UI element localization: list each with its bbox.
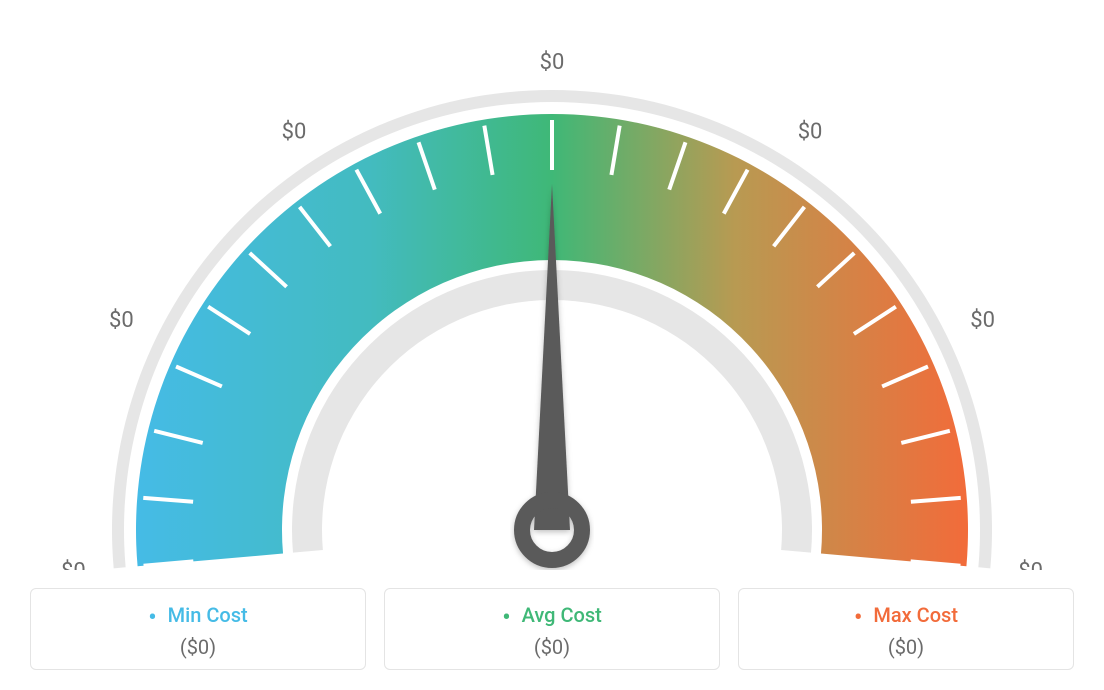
legend-value-avg: ($0): [395, 635, 709, 659]
legend-card-avg: • Avg Cost ($0): [384, 588, 720, 670]
gauge-chart: $0 $0 $0 $0 $0 $0 $0: [52, 30, 1052, 570]
gauge-tick-label: $0: [970, 308, 995, 333]
legend-label-avg: Avg Cost: [522, 603, 602, 627]
legend-title-avg: • Avg Cost: [395, 603, 709, 627]
gauge-tick-label: $0: [109, 308, 134, 333]
gauge-tick-label: $0: [798, 120, 823, 145]
legend-row: • Min Cost ($0) • Avg Cost ($0) • Max Co…: [30, 588, 1074, 670]
legend-dot-min: •: [148, 603, 156, 631]
legend-value-max: ($0): [749, 635, 1063, 659]
gauge-chart-container: $0 $0 $0 $0 $0 $0 $0 • Min Cost ($0) • Avg Cos…: [0, 0, 1104, 690]
legend-value-min: ($0): [41, 635, 355, 659]
legend-card-min: • Min Cost ($0): [30, 588, 366, 670]
gauge-tick-label: $0: [540, 50, 565, 75]
legend-title-max: • Max Cost: [749, 603, 1063, 627]
legend-label-max: Max Cost: [873, 603, 958, 627]
legend-dot-avg: •: [502, 603, 510, 631]
gauge-tick-label: $0: [1018, 559, 1043, 570]
legend-title-min: • Min Cost: [41, 603, 355, 627]
legend-dot-max: •: [854, 603, 862, 631]
gauge-tick-label: $0: [61, 559, 86, 570]
legend-card-max: • Max Cost ($0): [738, 588, 1074, 670]
legend-label-min: Min Cost: [168, 603, 248, 627]
gauge-tick-label: $0: [282, 120, 307, 145]
gauge-svg: $0 $0 $0 $0 $0 $0 $0: [52, 30, 1052, 570]
